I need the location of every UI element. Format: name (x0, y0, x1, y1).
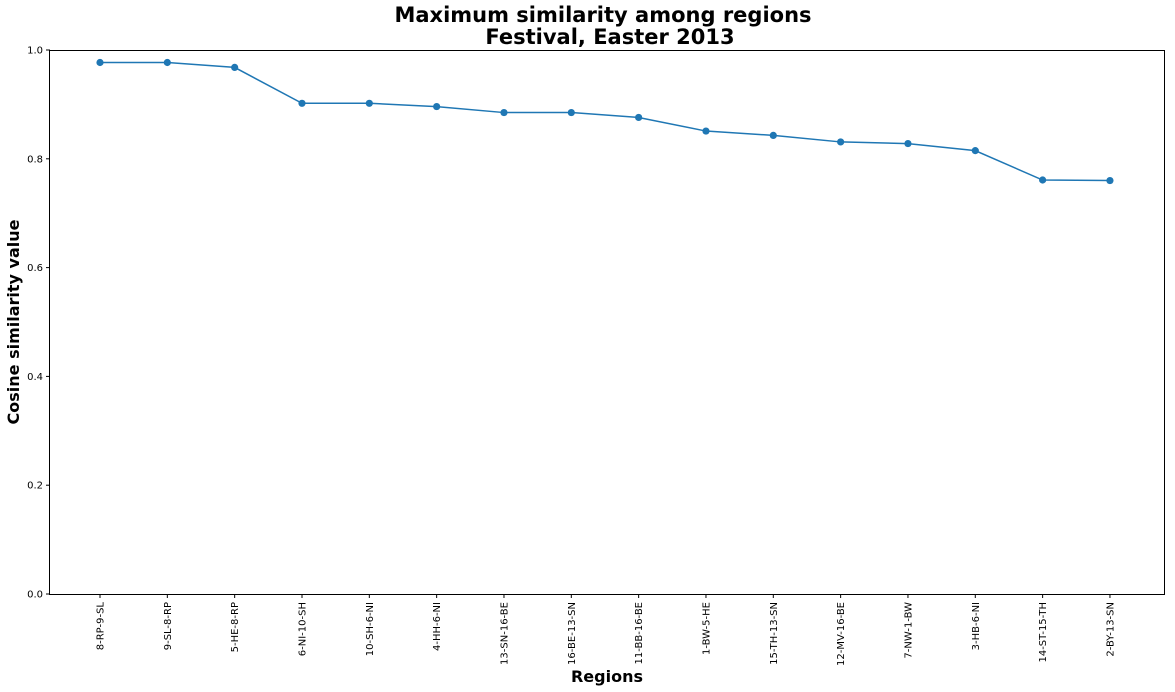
x-tick-label: 9-SL-8-RP (163, 602, 174, 650)
y-tick-label: 0.8 (27, 154, 43, 165)
data-point (567, 108, 575, 117)
x-tick-label: 8-RP-9-SL (96, 602, 107, 651)
x-tick-label: 2-BY-13-SN (1105, 602, 1116, 657)
y-tick-label: 0.2 (27, 481, 43, 492)
y-tick-label: 0.0 (27, 590, 43, 601)
data-point (904, 139, 912, 148)
chart-title-line-1: Maximum similarity among regions (394, 3, 811, 27)
series-line (100, 61, 1110, 182)
y-axis-label: Cosine similarity value (4, 219, 23, 424)
x-tick-label: 6-NI-10-SH (297, 602, 308, 656)
data-point (500, 108, 508, 117)
y-tick-label: 1.0 (27, 46, 43, 57)
x-tick-label: 5-HE-8-RP (230, 602, 241, 652)
data-point (1039, 176, 1047, 184)
x-tick-label: 15-TH-13-SN (769, 602, 780, 665)
y-tick-label: 0.6 (27, 263, 43, 274)
data-point (769, 131, 777, 140)
x-tick-label: 10-SH-6-NI (365, 602, 376, 656)
data-point (231, 63, 239, 72)
x-tick-label: 1-BW-5-HE (701, 602, 712, 655)
chart-title-line-2: Festival, Easter 2013 (485, 25, 734, 49)
x-axis-ticks: 8-RP-9-SL 9-SL-8-RP 5-HE-8-RP 6-NI-10-SH 10-… (96, 594, 1116, 666)
data-point (971, 147, 979, 155)
x-tick-label: 12-MV-16-BE (836, 602, 847, 666)
x-tick-label: 13-SN-16-BE (499, 602, 510, 665)
data-point (702, 127, 710, 135)
x-tick-label: 16-BE-13-SN (567, 602, 578, 665)
series-points (96, 58, 1114, 185)
data-point (298, 99, 306, 107)
data-point (837, 138, 845, 146)
y-tick-label: 0.4 (27, 372, 43, 383)
x-tick-label: 14-ST-15-TH (1038, 602, 1049, 663)
data-point (96, 58, 104, 67)
data-point (635, 113, 643, 122)
x-tick-label: 4-HH-6-NI (432, 602, 443, 651)
x-axis-label: Regions (571, 667, 643, 686)
data-point (163, 58, 171, 67)
x-tick-label: 3-HB-6-NI (971, 602, 982, 650)
data-point (1106, 176, 1114, 185)
data-point (433, 102, 441, 111)
y-axis-ticks: 0.0 0.2 0.4 0.6 0.8 1.0 (27, 46, 50, 601)
x-tick-label: 11-BB-16-BE (634, 602, 645, 664)
plot-area-frame (49, 50, 1165, 595)
x-tick-label: 7-NW-1-BW (903, 602, 914, 659)
data-point (365, 99, 373, 107)
